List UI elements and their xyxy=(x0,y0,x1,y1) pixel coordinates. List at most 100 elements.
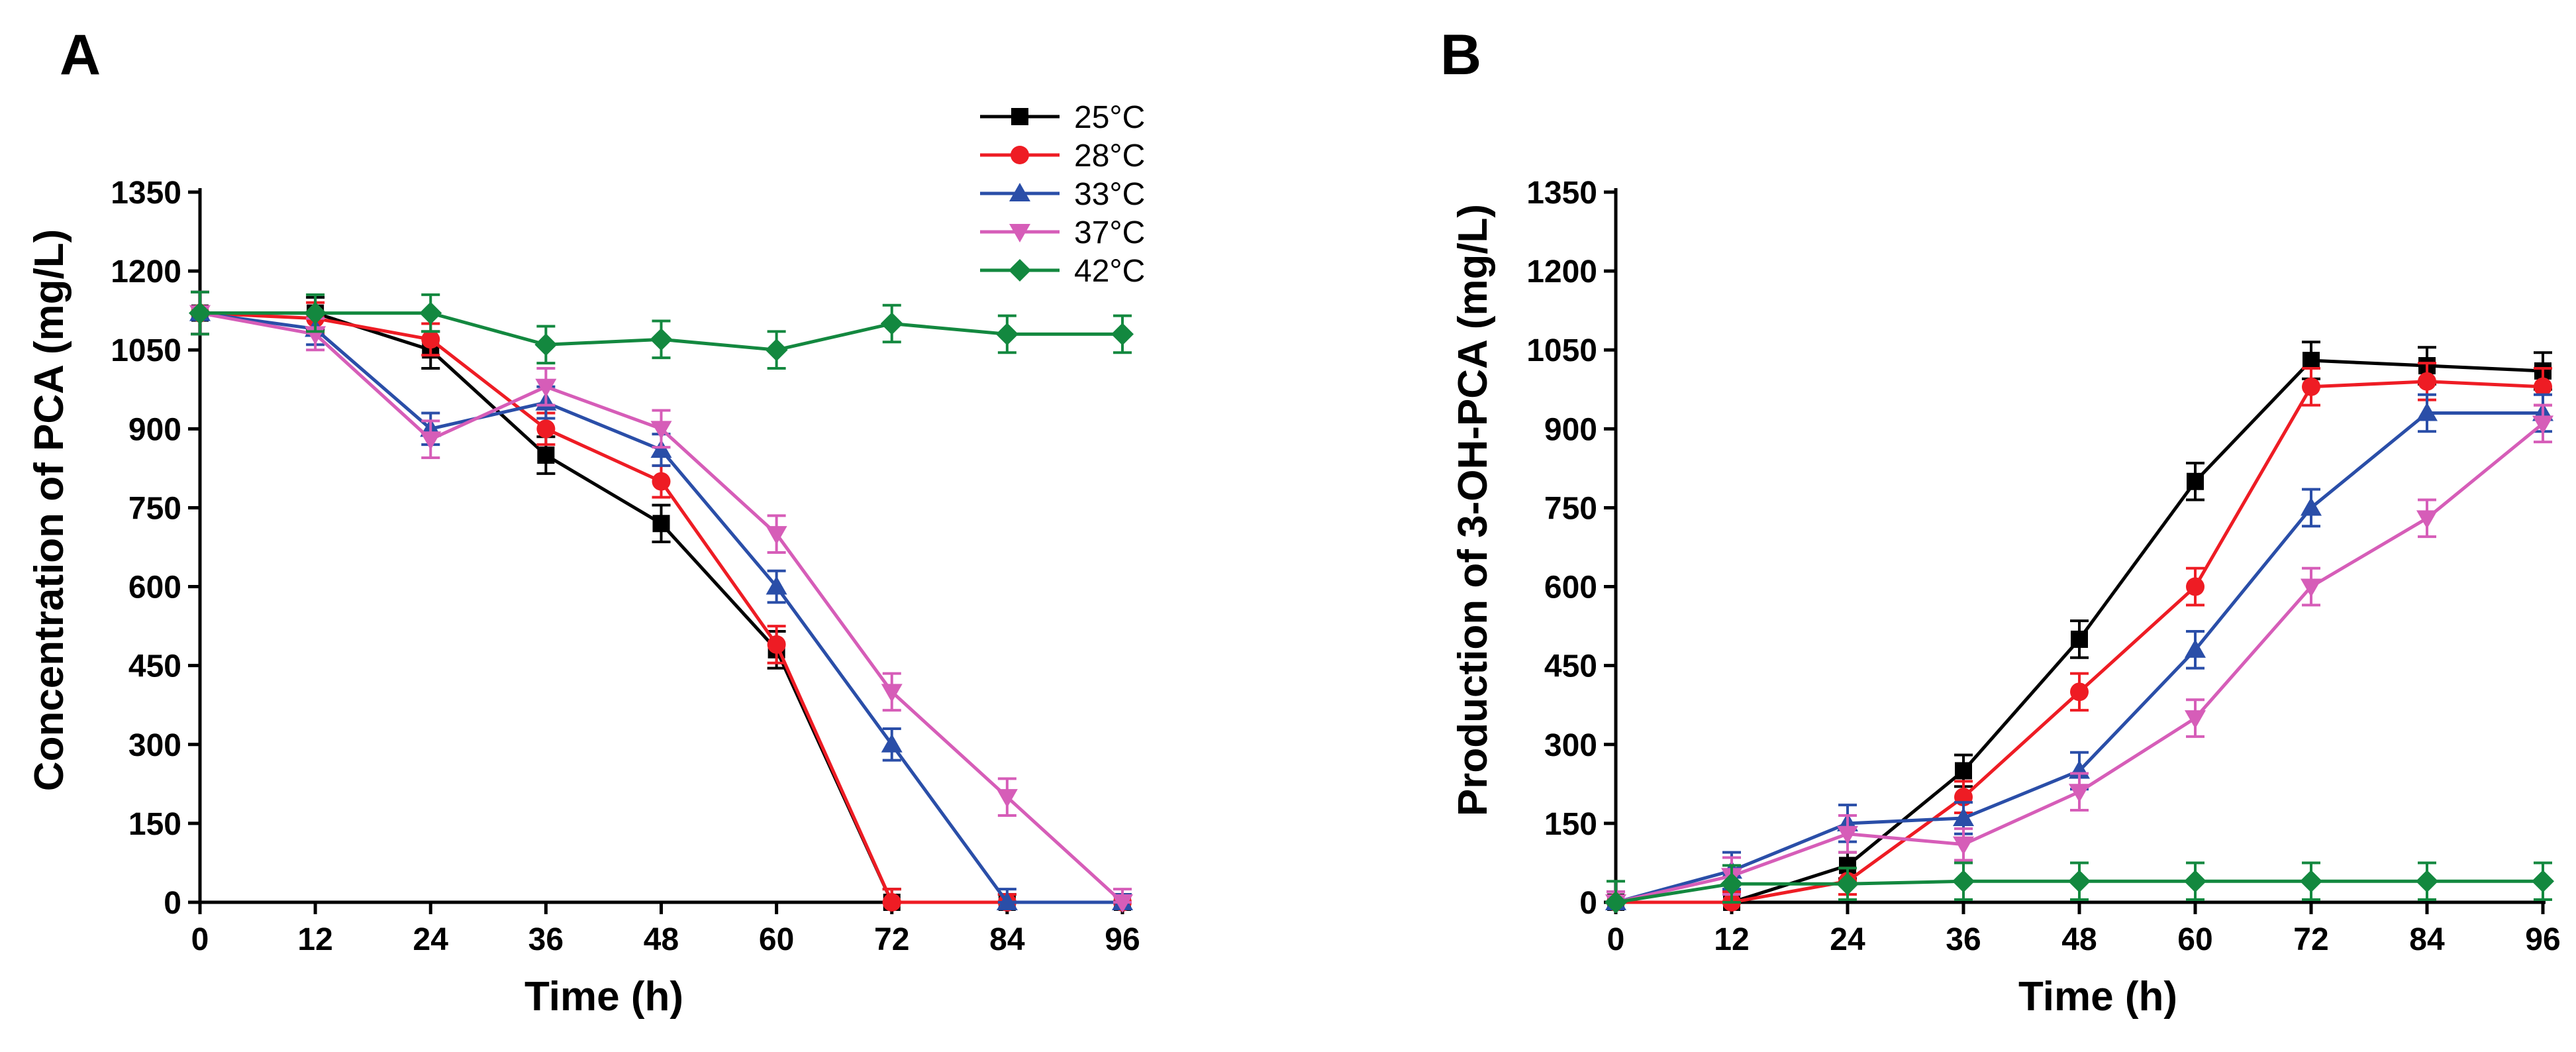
panel-b-x-tick-label: 96 xyxy=(2525,922,2560,957)
legend-label: 25°C xyxy=(1074,100,1145,135)
panel-a-y-tick-label: 1050 xyxy=(111,333,181,368)
panel-b-series-37c xyxy=(1605,403,2553,913)
panel-b-data-point xyxy=(1952,870,1975,893)
panel-a-data-point xyxy=(1112,894,1133,913)
panel-b-data-point xyxy=(2416,870,2438,893)
panel-b-data-point xyxy=(2300,870,2322,893)
legend-item-28c: 28°C xyxy=(980,138,1145,174)
panel-b-data-point xyxy=(2301,578,2322,598)
panel-a-x-tick-label: 12 xyxy=(297,922,332,957)
panel-b-data-point xyxy=(2068,870,2091,893)
legend-label: 33°C xyxy=(1074,177,1145,212)
panel-a-legend: 25°C28°C33°C37°C 42°C xyxy=(980,100,1145,289)
panel-b-y-tick-label: 1350 xyxy=(1526,176,1597,211)
panel-b-data-point xyxy=(2416,510,2438,529)
panel-b-series-42c xyxy=(1605,861,2554,914)
legend-item-33c: 33°C xyxy=(980,177,1145,212)
panel-b-data-point xyxy=(2418,372,2436,391)
panel-b-y-tick-label: 750 xyxy=(1544,491,1597,526)
panel-b-data-point xyxy=(2185,639,2206,658)
panel-a-data-point xyxy=(652,515,670,533)
panel-a-y-tick-label: 900 xyxy=(128,412,181,447)
legend-marker xyxy=(1009,183,1030,201)
panel-a-data-point xyxy=(419,301,442,325)
panel-a-x-tick-label: 72 xyxy=(874,922,909,957)
legend-marker xyxy=(1011,108,1028,125)
panel-a-series-line-37c xyxy=(199,311,1124,904)
panel-b-series-layer xyxy=(1605,341,2554,914)
panel-a-data-point xyxy=(652,472,671,491)
panel-a-data-point xyxy=(995,323,1018,346)
panel-a-x-tick-label: 24 xyxy=(413,922,449,957)
panel-b-data-point xyxy=(1955,762,1972,780)
panel-a-x-tick-label: 48 xyxy=(644,922,679,957)
panel-b-data-point xyxy=(2532,415,2553,435)
panel-b-data-point xyxy=(2184,870,2206,893)
panel-a-letter: A xyxy=(60,23,101,87)
panel-b-x-tick-label: 72 xyxy=(2293,922,2328,957)
panel-a-data-point xyxy=(880,312,903,335)
panel-a-y-tick-label: 1350 xyxy=(111,176,181,211)
panel-b-data-point xyxy=(2071,630,2088,648)
panel-a-series-33c xyxy=(189,290,1133,910)
panel-a-data-point xyxy=(421,330,440,349)
panel-b-data-point xyxy=(2416,402,2438,421)
panel-a-data-point xyxy=(537,447,555,464)
panel-a-chart: A 0 150 300 450 600 750 900 1050 1200 1350 0 12 24 36… xyxy=(26,23,1145,1020)
panel-a-data-point xyxy=(650,328,673,351)
panel-b-data-point xyxy=(2187,472,2204,490)
panel-a-data-point xyxy=(882,893,901,912)
panel-a-series-42c xyxy=(189,290,1134,370)
panel-a-data-point xyxy=(1111,323,1134,346)
panel-b-y-tick-label: 450 xyxy=(1544,649,1597,684)
panel-b-data-point xyxy=(2185,710,2206,729)
panel-a-series-line-28c xyxy=(199,311,1122,904)
panel-b-y-tick-label: 1200 xyxy=(1526,254,1597,289)
panel-a-data-point xyxy=(766,576,787,595)
panel-b-x-tick-label: 24 xyxy=(1830,922,1865,957)
panel-a-y-tick-label: 600 xyxy=(128,570,181,605)
panel-b-data-point xyxy=(1953,836,1974,855)
panel-b-x-tick-label: 12 xyxy=(1714,922,1749,957)
legend-item-37c: 37°C xyxy=(980,215,1145,250)
panel-a-data-point xyxy=(765,339,788,362)
panel-b-y-tick-label: 600 xyxy=(1544,570,1597,605)
panel-a-x-tick-label: 84 xyxy=(989,922,1025,957)
panel-b-x-tick-label: 0 xyxy=(1607,922,1625,957)
legend-item-25c: 25°C xyxy=(980,100,1145,135)
panel-a-data-point xyxy=(189,301,211,325)
panel-b-data-point xyxy=(2534,377,2552,396)
panel-a-data-point xyxy=(536,419,556,439)
panel-a-series-line-33c xyxy=(199,311,1122,904)
panel-b-x-tick-label: 36 xyxy=(1946,922,1981,957)
panel-a-series-28c xyxy=(191,290,1132,912)
panel-b-data-point xyxy=(1836,872,1859,896)
panel-b-y-tick-label: 300 xyxy=(1544,728,1597,763)
panel-a-data-point xyxy=(304,301,327,325)
panel-a-y-tick-label: 450 xyxy=(128,649,181,684)
legend-label: 28°C xyxy=(1074,138,1145,174)
panel-a-data-point xyxy=(534,333,558,356)
panel-a-x-tick-label: 0 xyxy=(191,922,209,957)
panel-a-series-37c xyxy=(189,290,1133,913)
panel-b-data-point xyxy=(2186,577,2204,596)
legend-item-42c: 42°C xyxy=(980,254,1145,289)
panel-b-data-point xyxy=(2301,497,2322,516)
panel-a-data-point xyxy=(766,526,787,545)
legend-label: 42°C xyxy=(1074,254,1145,289)
panel-b-data-point xyxy=(1720,872,1743,896)
legend-label: 37°C xyxy=(1074,215,1145,250)
panel-a-x-tick-label: 60 xyxy=(759,922,794,957)
panel-a-data-point xyxy=(420,431,442,450)
panel-a-y-tick-label: 1200 xyxy=(111,254,181,289)
panel-a-data-point xyxy=(996,892,1018,910)
panel-b-data-point xyxy=(1953,807,1974,826)
panel-a-x-tick-label: 96 xyxy=(1105,922,1140,957)
panel-b-x-tick-label: 48 xyxy=(2061,922,2097,957)
panel-a-data-point xyxy=(767,635,786,654)
panel-a-series-25c xyxy=(191,290,1132,911)
panel-a-data-point xyxy=(996,789,1018,808)
panel-a-x-axis-title: Time (h) xyxy=(524,974,683,1020)
panel-a-y-tick-label: 750 xyxy=(128,491,181,526)
panel-b-data-point xyxy=(2302,377,2320,396)
